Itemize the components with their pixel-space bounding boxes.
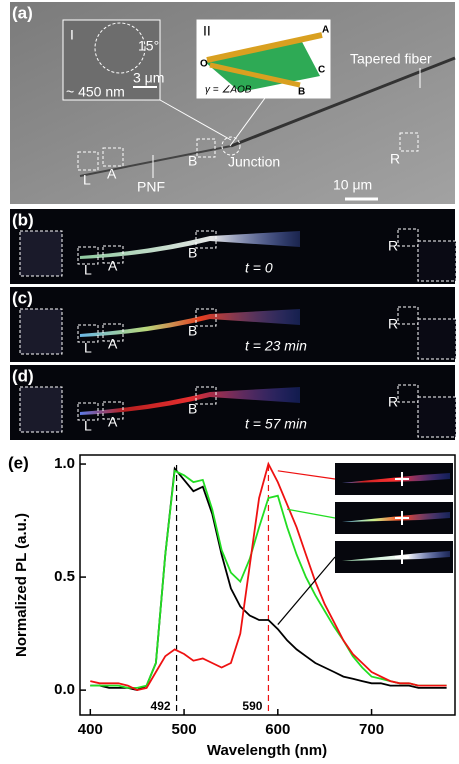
region-label: B <box>188 153 197 169</box>
scale: 3 μm <box>133 70 164 86</box>
region-label: R <box>388 394 398 410</box>
y-tick-label: 0.5 <box>54 568 75 585</box>
inset <box>417 240 457 282</box>
fiber-glow <box>80 309 300 337</box>
annotation: Tapered fiber <box>350 51 432 67</box>
inset-label: II <box>203 23 211 39</box>
junction-circle <box>221 136 241 156</box>
formula: γ = ∠AOB <box>205 85 252 96</box>
circle <box>94 22 146 74</box>
point: B <box>298 87 305 98</box>
region <box>102 147 124 167</box>
annotation: PNF <box>137 179 165 195</box>
x-tick-label: 400 <box>78 721 103 738</box>
panel-label: (e) <box>8 453 29 472</box>
inset <box>19 230 63 277</box>
fiber-glow <box>80 231 300 259</box>
region <box>102 401 124 420</box>
region-label: A <box>108 414 118 430</box>
time-label: t = 0 <box>245 260 273 276</box>
arrow <box>287 508 336 519</box>
chart: (e) Normalized PL (a.u.) Wavelength (nm)… <box>8 453 456 759</box>
region-label: L <box>84 262 92 278</box>
region <box>397 384 419 403</box>
y-tick-label: 1.0 <box>54 455 75 472</box>
point: C <box>318 65 325 76</box>
region <box>195 230 217 249</box>
region-label: B <box>188 401 197 417</box>
y-tick-label: 0.0 <box>54 681 75 698</box>
fiber <box>79 145 232 177</box>
inset <box>417 396 457 438</box>
inset <box>19 308 63 355</box>
region <box>397 228 419 247</box>
panels-bcd: (b)L AB Rt = 0(c)L AB Rt = 23 min(d)L AB Rt = … <box>10 209 457 440</box>
inset <box>417 318 457 360</box>
region <box>77 151 99 171</box>
region-label: R <box>390 151 400 167</box>
region-label: R <box>388 238 398 254</box>
fiber <box>230 56 456 148</box>
region <box>196 138 216 158</box>
region-label: A <box>107 166 117 182</box>
region <box>397 306 419 325</box>
region-label: R <box>388 316 398 332</box>
plot-frame <box>79 454 456 716</box>
rod <box>206 32 323 63</box>
panel-label: (d) <box>12 366 34 385</box>
panel-label: (c) <box>12 288 33 307</box>
angle: 15° <box>138 38 159 54</box>
x-tick-label: 500 <box>172 721 197 738</box>
cross <box>395 550 409 564</box>
fiber-glow <box>80 387 300 415</box>
region-label: B <box>188 245 197 261</box>
time-label: t = 23 min <box>245 338 307 354</box>
region-label: L <box>84 418 92 434</box>
region-label: L <box>83 172 91 188</box>
panel-label: (b) <box>12 210 34 229</box>
width: ~ 450 nm <box>66 84 125 100</box>
panel-a: I 15° ~ 450 nm 3 μm II O A B C γ = ∠AOB … <box>10 2 456 204</box>
time-label: t = 57 min <box>245 416 307 432</box>
region <box>77 324 99 343</box>
region-label: L <box>84 340 92 356</box>
region <box>77 402 99 421</box>
y-axis-label: Normalized PL (a.u.) <box>13 513 30 657</box>
cross <box>395 472 409 486</box>
inset-label: I <box>70 27 74 43</box>
rod <box>209 62 301 88</box>
point: O <box>200 59 208 70</box>
series-line <box>90 461 447 692</box>
inset <box>19 386 63 433</box>
region-label: A <box>108 258 118 274</box>
x-tick-label: 600 <box>265 721 290 738</box>
plane <box>205 38 320 92</box>
x-axis-label: Wavelength (nm) <box>207 742 327 759</box>
region <box>77 246 99 265</box>
connector <box>159 99 232 141</box>
region <box>195 308 217 327</box>
connector <box>229 97 266 147</box>
arrow <box>277 556 336 625</box>
region <box>102 323 124 342</box>
region <box>195 386 217 405</box>
panel-label: (a) <box>12 3 33 22</box>
arrow <box>277 470 336 480</box>
annotation: Junction <box>228 154 280 170</box>
region-label: A <box>108 336 118 352</box>
marker-label: 492 <box>151 699 171 713</box>
scale: 10 μm <box>333 177 372 193</box>
cross <box>395 511 409 525</box>
marker-label: 590 <box>242 699 262 713</box>
region <box>399 132 419 152</box>
point: A <box>322 25 329 36</box>
region <box>102 245 124 264</box>
region-label: B <box>188 323 197 339</box>
x-tick-label: 700 <box>359 721 384 738</box>
